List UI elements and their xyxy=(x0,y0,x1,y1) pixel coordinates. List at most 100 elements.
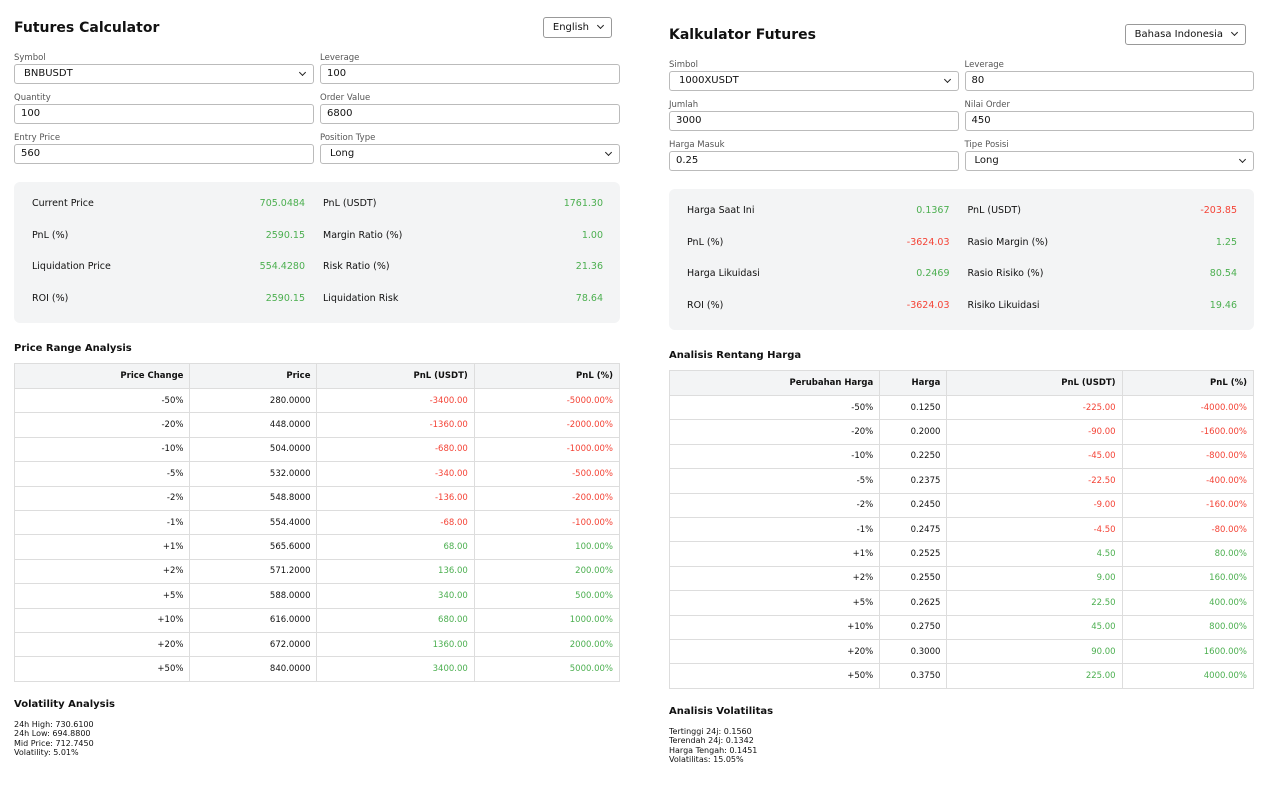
table-cell: 840.0000 xyxy=(189,656,318,682)
field-label: Leverage xyxy=(964,60,1004,70)
text-input[interactable]: 3000 xyxy=(669,111,959,131)
table-cell: -200.00% xyxy=(473,485,621,511)
column-header: Perubahan Harga xyxy=(668,370,881,396)
table-cell: 0.3750 xyxy=(879,663,948,689)
result-label: PnL (USDT) xyxy=(323,198,377,210)
table-row: +50% 0.3750 225.00 4000.00% xyxy=(668,663,1255,689)
form-field: Order Value 6800 xyxy=(320,90,620,130)
table-cell: -4.50 xyxy=(946,516,1123,543)
table-cell: -160.00% xyxy=(1121,492,1255,518)
form-field: Entry Price 560 xyxy=(14,130,314,170)
table-cell: -90.00 xyxy=(946,419,1123,445)
result-item: Current Price 705.0484 xyxy=(14,188,317,220)
result-value: 2590.15 xyxy=(265,229,305,241)
column-header: PnL (%) xyxy=(473,363,621,389)
table-cell: +20% xyxy=(13,631,191,658)
table-row: +5% 588.0000 340.00 500.00% xyxy=(13,583,621,609)
column-header: PnL (USDT) xyxy=(946,370,1123,396)
field-label: Simbol xyxy=(669,60,698,70)
table-row: +20% 0.3000 90.00 1600.00% xyxy=(668,638,1255,665)
table-cell: 4000.00% xyxy=(1121,663,1255,689)
table-cell: 225.00 xyxy=(946,663,1123,689)
text-input[interactable]: 80 xyxy=(964,71,1254,91)
select-input[interactable]: Long xyxy=(320,144,620,164)
table-cell: -10% xyxy=(13,436,191,463)
table-cell: -80.00% xyxy=(1121,516,1255,543)
table-cell: 280.0000 xyxy=(189,387,318,414)
result-label: Harga Saat Ini xyxy=(687,205,755,217)
table-row: -10% 504.0000 -680.00 -1000.00% xyxy=(13,436,621,463)
table-row: +5% 0.2625 22.50 400.00% xyxy=(668,590,1255,616)
table-cell: 90.00 xyxy=(946,638,1123,665)
table-cell: -680.00 xyxy=(316,436,475,463)
table-cell: 0.2375 xyxy=(879,468,948,494)
field-label: Order Value xyxy=(320,93,371,103)
text-input[interactable]: 450 xyxy=(964,111,1254,131)
volatility-line: Tertinggi 24j: 0.1560 xyxy=(669,726,752,736)
field-label: Harga Masuk xyxy=(669,140,725,150)
result-value: -3624.03 xyxy=(906,299,950,311)
result-item: ROI (%) 2590.15 xyxy=(14,283,317,315)
table-cell: 0.2625 xyxy=(879,590,948,616)
table-cell: 504.0000 xyxy=(189,436,318,463)
table-cell: +2% xyxy=(668,565,881,592)
table-cell: 588.0000 xyxy=(189,583,318,609)
text-input[interactable]: 560 xyxy=(14,144,314,164)
table-row: -5% 532.0000 -340.00 -500.00% xyxy=(13,461,621,487)
table-cell: -136.00 xyxy=(316,485,475,511)
result-label: PnL (%) xyxy=(32,229,69,241)
table-cell: 136.00 xyxy=(316,558,475,585)
table-cell: 0.2475 xyxy=(879,516,948,543)
table-cell: 616.0000 xyxy=(189,607,318,633)
table-row: +1% 565.6000 68.00 100.00% xyxy=(13,534,621,560)
text-input[interactable]: 100 xyxy=(14,104,314,124)
field-label: Entry Price xyxy=(14,133,61,143)
table-body: -50% 280.0000 -3400.00 -5000.00% -20% 448.000… xyxy=(13,387,621,682)
table-cell: 340.00 xyxy=(316,583,475,609)
result-item: PnL (%) 2590.15 xyxy=(14,220,317,252)
table-cell: 0.2525 xyxy=(879,541,948,567)
volatility-line: Terendah 24j: 0.1342 xyxy=(669,736,754,746)
language-select[interactable]: English xyxy=(542,17,612,38)
table-cell: +10% xyxy=(668,614,881,640)
text-input[interactable]: 0.25 xyxy=(669,151,959,171)
table-head: Perubahan Harga Harga PnL (USDT) PnL (%) xyxy=(668,370,1255,396)
select-input[interactable]: BNBUSDT xyxy=(14,64,314,84)
result-label: Liquidation Risk xyxy=(323,292,399,304)
result-label: Harga Likuidasi xyxy=(687,268,760,280)
table-cell: 548.8000 xyxy=(189,485,318,511)
form-field: Symbol BNBUSDT xyxy=(14,50,314,90)
field-label: Jumlah xyxy=(669,100,699,110)
table-cell: 0.2550 xyxy=(879,565,948,592)
table-cell: -20% xyxy=(668,419,881,445)
language-select[interactable]: Bahasa Indonesia xyxy=(1124,24,1246,45)
result-value: -203.85 xyxy=(1200,205,1237,217)
table-cell: -68.00 xyxy=(316,509,475,536)
section-title: Analisis Rentang Harga xyxy=(669,350,802,361)
form-field: Jumlah 3000 xyxy=(669,97,959,137)
select-input[interactable]: Long xyxy=(964,151,1254,171)
table-cell: -50% xyxy=(13,387,191,414)
select-input[interactable]: 1000XUSDT xyxy=(669,71,959,91)
table-cell: -22.50 xyxy=(946,468,1123,494)
table-row: -2% 548.8000 -136.00 -200.00% xyxy=(13,485,621,511)
result-label: PnL (%) xyxy=(687,236,724,248)
table-cell: 0.2450 xyxy=(879,492,948,518)
table-row: -1% 554.4000 -68.00 -100.00% xyxy=(13,509,621,536)
calculator-panel: Kalkulator Futures Bahasa Indonesia Simbol… xyxy=(668,21,1255,765)
text-input[interactable]: 6800 xyxy=(320,104,620,124)
table-cell: +50% xyxy=(13,656,191,682)
text-input[interactable]: 100 xyxy=(320,64,620,84)
table-head: Price Change Price PnL (USDT) PnL (%) xyxy=(13,363,621,389)
result-item: Liquidation Price 554.4280 xyxy=(14,251,317,283)
column-header: PnL (USDT) xyxy=(316,363,475,389)
table-cell: 200.00% xyxy=(473,558,621,585)
table-cell: 672.0000 xyxy=(189,631,318,658)
table-cell: 1000.00% xyxy=(473,607,621,633)
table-cell: 0.3000 xyxy=(879,638,948,665)
volatility-line: Volatilitas: 15.05% xyxy=(669,755,744,765)
table-cell: 554.4000 xyxy=(189,509,318,536)
section-title: Analisis Volatilitas xyxy=(669,705,774,717)
form-field: Quantity 100 xyxy=(14,90,314,130)
